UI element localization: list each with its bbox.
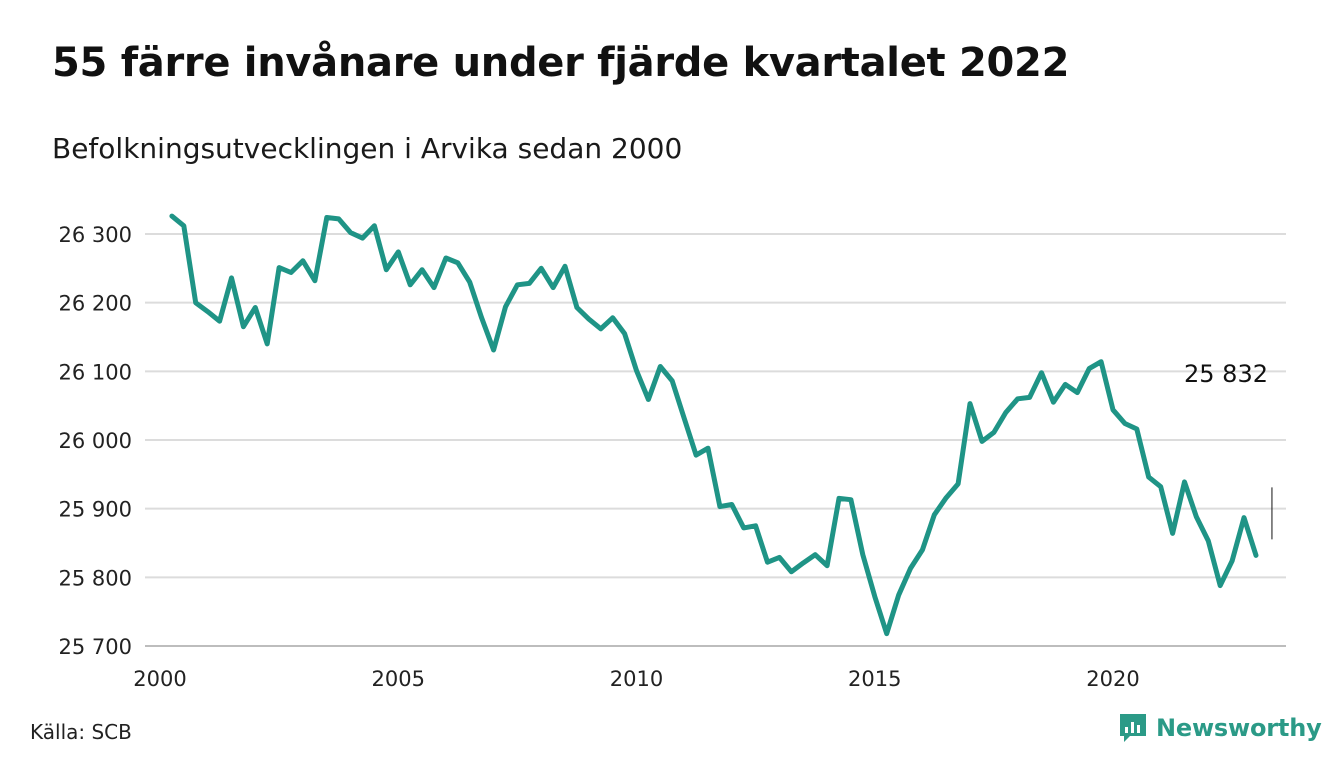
y-tick-label: 25 700 — [59, 635, 132, 659]
y-tick-label: 26 000 — [59, 429, 132, 453]
chart-subtitle: Befolkningsutvecklingen i Arvika sedan 2… — [52, 132, 683, 165]
y-axis-ticks: 25 700 25 800 25 900 26 000 26 100 26 200 26 3… — [59, 223, 132, 659]
newsworthy-icon — [1120, 714, 1146, 742]
x-axis-ticks: 2000 2005 2010 2015 2020 — [133, 667, 1139, 691]
end-value-label: 25 832 — [1184, 360, 1268, 388]
y-tick-label: 26 100 — [59, 360, 132, 384]
y-tick-label: 26 300 — [59, 223, 132, 247]
x-tick-label: 2010 — [610, 667, 663, 691]
x-tick-label: 2005 — [372, 667, 425, 691]
source-note: Källa: SCB — [30, 720, 132, 744]
y-tick-label: 25 800 — [59, 566, 132, 590]
chart-title: 55 färre invånare under fjärde kvartalet… — [52, 40, 1070, 86]
brand-logo[interactable]: Newsworthy — [1118, 712, 1322, 744]
grid-lines — [145, 233, 1286, 647]
y-tick-label: 26 200 — [59, 292, 132, 316]
population-series-line — [169, 213, 1259, 637]
x-tick-label: 2000 — [133, 667, 186, 691]
x-tick-label: 2015 — [848, 667, 901, 691]
brand-name: Newsworthy — [1156, 714, 1322, 742]
line-chart: 25 700 25 800 25 900 26 000 26 100 26 200 26 3… — [59, 213, 1286, 691]
y-tick-label: 25 900 — [59, 498, 132, 522]
x-tick-label: 2020 — [1086, 667, 1139, 691]
